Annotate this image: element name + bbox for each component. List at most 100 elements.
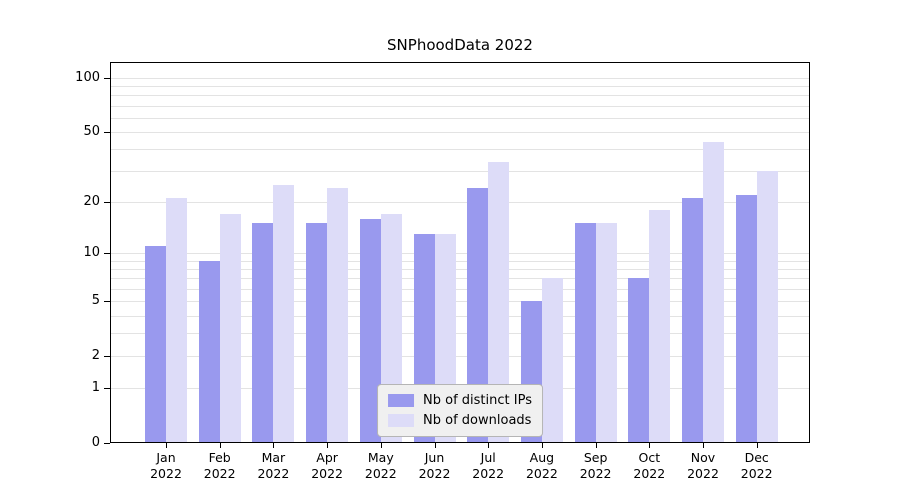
- gridline: [110, 148, 810, 150]
- x-tick-year: 2022: [687, 466, 719, 481]
- x-tick-month: Mar: [261, 450, 286, 465]
- gridline: [110, 201, 810, 203]
- gridline: [110, 85, 810, 87]
- x-tick-year: 2022: [472, 466, 505, 481]
- gridline: [110, 356, 810, 358]
- y-tick: [104, 131, 110, 133]
- gridline: [110, 333, 810, 335]
- bar-distinct-ips-jul: [467, 188, 489, 443]
- legend-item-distinct-ips: Nb of distinct IPs: [388, 392, 532, 409]
- y-tick-label: 5: [91, 293, 100, 309]
- bar-distinct-ips-apr: [306, 223, 328, 443]
- x-tick-year: 2022: [257, 466, 290, 481]
- x-tick-label-oct: Oct 2022: [617, 450, 681, 482]
- bar-distinct-ips-feb: [198, 260, 220, 443]
- gridline: [110, 278, 810, 280]
- x-tick-month: Feb: [208, 450, 231, 465]
- bar-distinct-ips-dec: [735, 194, 757, 443]
- bar-downloads-apr: [327, 188, 349, 443]
- y-tick: [104, 356, 110, 358]
- gridline: [110, 105, 810, 107]
- x-tick: [649, 443, 651, 448]
- gridline: [110, 95, 810, 97]
- x-tick: [595, 443, 597, 448]
- y-tick: [104, 77, 110, 79]
- y-tick: [104, 301, 110, 303]
- x-tick: [219, 443, 221, 448]
- x-tick: [166, 443, 167, 448]
- y-tick-label: 2: [91, 348, 100, 364]
- legend-swatch-downloads: [388, 414, 415, 427]
- gridline: [110, 131, 810, 133]
- y-tick-label: 100: [75, 69, 100, 85]
- bar-downloads-aug: [541, 278, 563, 443]
- gridline: [110, 77, 810, 79]
- bar-downloads-oct: [649, 209, 671, 443]
- chart-title: SNPhoodData 2022: [387, 36, 533, 54]
- x-tick-month: Jan: [156, 450, 176, 465]
- x-tick-label-feb: Feb 2022: [188, 450, 252, 482]
- gridline: [110, 315, 810, 317]
- x-tick-year: 2022: [525, 466, 558, 481]
- bar-distinct-ips-sep: [574, 223, 596, 443]
- x-tick-year: 2022: [150, 466, 182, 481]
- y-tick: [104, 388, 110, 390]
- x-tick: [380, 443, 382, 448]
- y-tick-label: 10: [83, 245, 100, 261]
- x-tick: [756, 443, 758, 448]
- x-tick: [273, 443, 275, 448]
- gridline: [110, 260, 810, 262]
- legend-item-downloads: Nb of downloads: [388, 412, 532, 429]
- x-tick-label-apr: Apr 2022: [295, 450, 359, 482]
- x-tick-label-may: May 2022: [349, 450, 413, 482]
- bar-downloads-jan: [166, 198, 187, 443]
- x-tick-year: 2022: [740, 466, 773, 481]
- y-tick: [104, 201, 110, 203]
- bar-downloads-jul: [488, 161, 510, 443]
- legend-swatch-distinct-ips: [388, 394, 415, 407]
- legend-label: Nb of downloads: [423, 413, 532, 428]
- legend: Nb of distinct IPs Nb of downloads: [377, 384, 543, 437]
- x-tick: [703, 443, 704, 448]
- x-tick-month: May: [367, 450, 394, 465]
- x-tick-label-sep: Sep 2022: [564, 450, 628, 482]
- x-tick-month: Aug: [529, 450, 555, 465]
- x-tick-month: Dec: [744, 450, 769, 465]
- bar-distinct-ips-oct: [628, 278, 650, 443]
- legend-label: Nb of distinct IPs: [423, 393, 532, 408]
- plot-area: Nb of distinct IPs Nb of downloads: [110, 62, 810, 443]
- x-tick-label-dec: Dec 2022: [725, 450, 789, 482]
- bar-downloads-feb: [219, 214, 241, 443]
- bar-distinct-ips-jan: [145, 246, 166, 443]
- bar-distinct-ips-may: [359, 218, 381, 443]
- x-tick-label-jun: Jun 2022: [403, 450, 467, 482]
- x-tick-label-aug: Aug 2022: [510, 450, 574, 482]
- x-tick-label-nov: Nov 2022: [671, 450, 735, 482]
- bar-distinct-ips-mar: [252, 223, 274, 443]
- x-tick-label-jan: Jan 2022: [134, 450, 198, 482]
- y-tick-label: 20: [83, 193, 100, 209]
- gridline: [110, 117, 810, 119]
- x-tick-year: 2022: [364, 466, 397, 481]
- x-tick: [434, 443, 436, 448]
- gridline: [110, 269, 810, 271]
- x-tick-month: Nov: [690, 450, 716, 465]
- gridline: [110, 288, 810, 290]
- x-tick: [488, 443, 490, 448]
- y-tick: [104, 253, 110, 255]
- y-tick-label: 1: [91, 380, 100, 396]
- x-tick-label-jul: Jul 2022: [456, 450, 520, 482]
- x-tick: [327, 443, 329, 448]
- x-tick-year: 2022: [633, 466, 666, 481]
- x-tick-label-mar: Mar 2022: [241, 450, 305, 482]
- x-tick-month: Sep: [583, 450, 608, 465]
- bar-downloads-mar: [273, 185, 295, 443]
- y-tick-label: 50: [83, 123, 100, 139]
- x-tick-year: 2022: [203, 466, 236, 481]
- x-tick-year: 2022: [418, 466, 451, 481]
- x-tick-month: Oct: [638, 450, 661, 465]
- x-tick-month: Jun: [424, 450, 445, 465]
- bar-downloads-nov: [703, 141, 724, 443]
- gridline: [110, 253, 810, 255]
